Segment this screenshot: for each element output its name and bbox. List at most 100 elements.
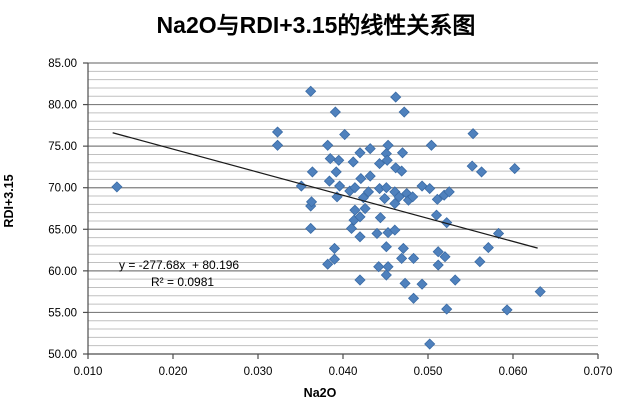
chart-title: Na2O与RDI+3.15的线性关系图 (156, 12, 476, 38)
data-point (371, 227, 383, 240)
data-point (330, 166, 342, 178)
y-tick-label: 55.00 (48, 307, 77, 319)
data-point (475, 166, 488, 178)
y-tick-label: 75.00 (48, 141, 77, 153)
x-tick-label: 0.040 (329, 366, 358, 378)
data-point (329, 106, 341, 118)
data-point (492, 227, 505, 240)
data-point (374, 212, 386, 224)
data-point (416, 278, 428, 290)
data-point (111, 181, 123, 193)
data-point (393, 191, 405, 203)
data-point (389, 224, 401, 236)
data-point (354, 274, 366, 286)
data-point (382, 261, 394, 273)
data-point (333, 154, 345, 166)
x-tick-label: 0.060 (499, 366, 528, 378)
data-point (424, 338, 436, 350)
x-tick-label: 0.020 (159, 366, 188, 378)
data-point (354, 211, 366, 223)
data-point (432, 259, 444, 271)
data-point (441, 217, 453, 229)
data-point (382, 139, 394, 151)
data-point (396, 147, 409, 159)
data-point (271, 139, 284, 151)
data-point (380, 269, 392, 281)
data-point (322, 139, 334, 151)
data-point (339, 128, 351, 141)
data-point (349, 182, 361, 194)
data-point (305, 85, 317, 97)
y-tick-label: 60.00 (48, 266, 77, 278)
y-tick-label: 50.00 (48, 349, 77, 361)
data-point (396, 165, 408, 177)
data-point (373, 158, 386, 170)
data-point (380, 182, 392, 194)
data-point (439, 251, 451, 263)
data-point (407, 252, 420, 264)
data-point (398, 106, 410, 118)
trendline-r2-label: R² = 0.0981 (151, 275, 215, 289)
data-point (364, 143, 376, 155)
x-axis-title: Na2O (303, 386, 337, 400)
data-point (432, 246, 444, 258)
data-point (431, 193, 443, 205)
data-point (501, 304, 513, 316)
data-point (323, 175, 335, 187)
data-point (534, 286, 546, 298)
y-tick-label: 80.00 (48, 100, 77, 112)
data-point (430, 209, 443, 221)
data-point (425, 139, 437, 151)
data-point (407, 292, 420, 304)
data-point (328, 242, 341, 254)
data-point (509, 163, 521, 175)
x-tick-label: 0.010 (74, 366, 103, 378)
data-point (347, 156, 359, 168)
data-point (334, 180, 346, 192)
data-point (324, 153, 336, 165)
data-point (359, 202, 371, 215)
data-point (381, 154, 393, 166)
trendline-equation-label: y = -277.68x + 80.196 (119, 258, 240, 272)
data-point (373, 261, 385, 273)
y-tick-label: 70.00 (48, 183, 77, 195)
data-point (354, 231, 366, 243)
data-point (328, 253, 341, 265)
x-tick-label: 0.050 (414, 366, 443, 378)
data-point (389, 197, 401, 210)
data-point (466, 160, 478, 172)
data-point (379, 192, 391, 205)
y-axis-title: RDI+3.15 (2, 174, 16, 228)
data-point (306, 166, 318, 178)
data-point (345, 222, 358, 235)
data-point (449, 274, 461, 286)
data-point (399, 277, 411, 289)
data-point (397, 242, 409, 254)
data-point (355, 173, 367, 185)
data-point (362, 186, 375, 198)
data-point (305, 222, 317, 235)
data-point (467, 128, 479, 140)
data-point (354, 147, 366, 159)
data-point (305, 196, 318, 208)
y-tick-label: 65.00 (48, 224, 77, 236)
data-point (322, 258, 334, 270)
data-point (349, 204, 361, 216)
data-point (441, 303, 453, 315)
x-tick-label: 0.070 (584, 366, 613, 378)
data-point (443, 186, 455, 198)
data-point (390, 91, 402, 103)
data-point (474, 256, 486, 268)
data-point (407, 191, 419, 203)
data-point (364, 170, 376, 182)
y-tick-label: 85.00 (48, 58, 77, 70)
x-tick-label: 0.030 (244, 366, 273, 378)
data-point (482, 242, 494, 254)
data-point (380, 241, 392, 253)
data-point (396, 252, 408, 264)
data-point (271, 126, 284, 138)
data-point (424, 182, 436, 195)
trendline (112, 132, 538, 249)
